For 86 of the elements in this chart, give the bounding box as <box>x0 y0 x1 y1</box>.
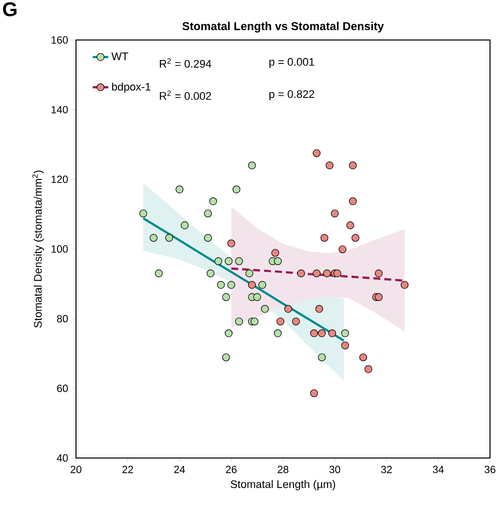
point <box>248 280 256 289</box>
point <box>176 186 184 194</box>
point <box>341 329 349 338</box>
point <box>348 197 357 206</box>
y-tick-label: 80 <box>57 314 68 322</box>
y-tick-label: 40 <box>56 454 68 462</box>
point <box>310 389 318 398</box>
y-axis-title: Stomatal Density (stomata/mm$^{2}$) <box>32 170 44 328</box>
point <box>214 257 222 266</box>
point <box>318 353 326 362</box>
point <box>245 269 254 278</box>
point <box>271 248 280 257</box>
point <box>235 318 243 326</box>
point <box>320 234 328 242</box>
x-axis-title: Stomatal Length (µm) <box>230 480 336 490</box>
point <box>352 234 360 242</box>
point <box>204 234 212 242</box>
point <box>326 162 334 170</box>
point <box>217 280 225 289</box>
point <box>276 318 284 326</box>
point <box>165 234 174 242</box>
point <box>318 329 326 338</box>
point <box>248 162 256 170</box>
point <box>222 293 230 301</box>
legend-label: bdpox-1 <box>112 82 150 93</box>
y-tick-label: 60 <box>57 384 68 392</box>
point <box>227 240 236 248</box>
point <box>227 280 236 289</box>
annotation: R$^{2}$ = 0.294 <box>160 58 212 68</box>
point <box>253 293 262 301</box>
point <box>261 305 269 313</box>
point <box>312 269 321 278</box>
x-tick-label: 26 <box>226 466 237 474</box>
point <box>180 221 189 230</box>
point <box>235 257 243 266</box>
point <box>206 269 214 278</box>
point <box>150 234 158 242</box>
point <box>330 210 339 218</box>
text: G <box>3 2 16 16</box>
point <box>315 305 324 313</box>
point <box>333 269 342 278</box>
x-tick-label: 28 <box>278 466 288 474</box>
point <box>374 293 383 301</box>
x-tick-label: 36 <box>484 466 496 474</box>
y-tick-label: 140 <box>52 106 68 114</box>
annotation: p = 0.822 <box>269 90 314 100</box>
x-tick-label: 30 <box>329 466 340 474</box>
x-tick-label: 32 <box>381 466 392 474</box>
point <box>224 329 233 338</box>
point <box>346 221 354 230</box>
point <box>312 149 321 158</box>
point <box>374 269 383 278</box>
point <box>400 280 409 289</box>
annotation: R$^{2}$ = 0.002 <box>160 90 212 100</box>
legend-label: WT <box>111 52 128 60</box>
point <box>232 186 240 194</box>
point <box>274 329 282 338</box>
point <box>341 342 349 350</box>
y-tick-label: 100 <box>52 245 68 253</box>
point <box>224 257 233 266</box>
point <box>204 210 212 218</box>
point <box>154 269 163 278</box>
point <box>348 162 357 170</box>
point <box>292 318 300 326</box>
x-tick-label: 24 <box>174 466 185 474</box>
chart-title: Stomatal Length vs Stomatal Density <box>182 22 384 32</box>
point <box>274 257 282 266</box>
point <box>338 245 346 254</box>
x-tick-label: 34 <box>432 466 444 474</box>
point <box>284 305 292 313</box>
y-tick-label: 160 <box>52 36 68 44</box>
point <box>250 318 258 326</box>
point <box>222 353 230 362</box>
x-tick-label: 22 <box>122 466 134 474</box>
x-tick-label: 20 <box>70 466 82 474</box>
point <box>328 329 336 338</box>
y-tick-label: 120 <box>52 176 68 184</box>
point <box>297 269 306 278</box>
annotation: p = 0.001 <box>269 58 314 68</box>
point <box>359 353 368 362</box>
point <box>209 197 218 206</box>
point <box>310 329 318 338</box>
point <box>323 269 331 278</box>
point <box>139 210 148 218</box>
point <box>364 365 372 374</box>
point <box>258 280 266 289</box>
